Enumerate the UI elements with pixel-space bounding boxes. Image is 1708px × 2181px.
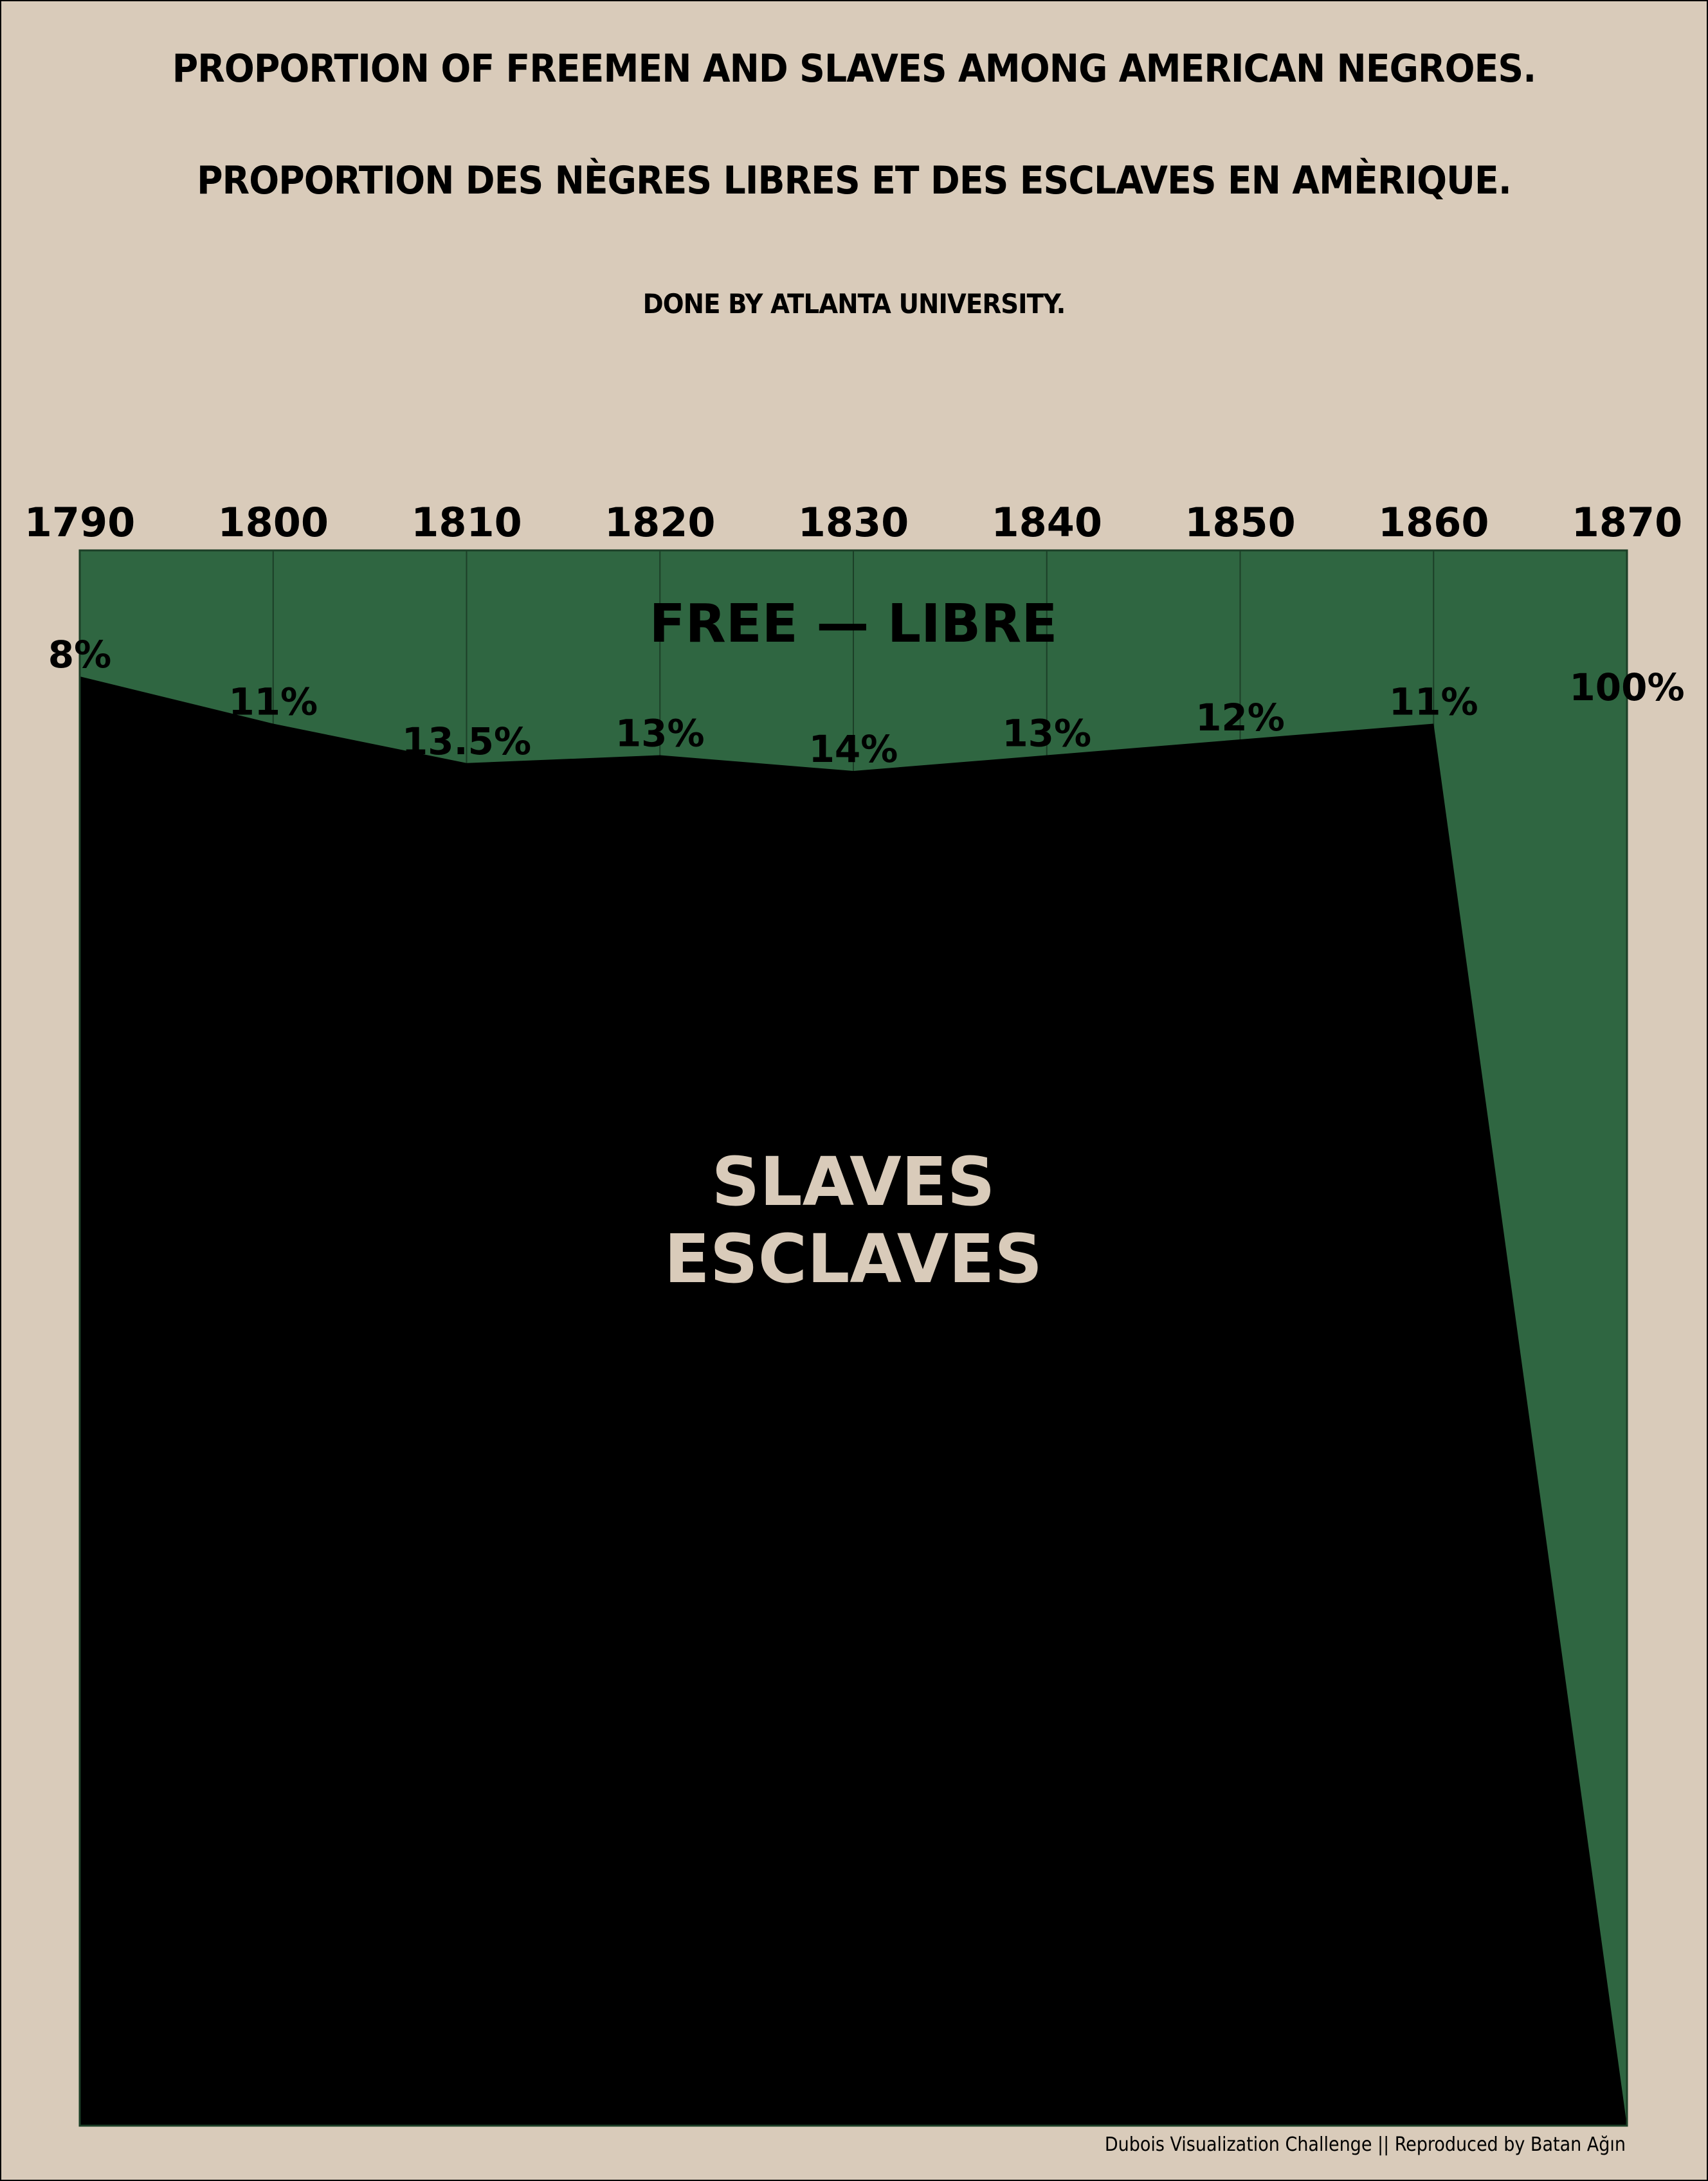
data-label-1790: 8% xyxy=(48,633,111,676)
tick-label-1810: 1810 xyxy=(411,499,522,546)
data-label-1830: 14% xyxy=(809,727,898,771)
tick-label-1860: 1860 xyxy=(1378,499,1489,546)
free-area-label: FREE — LIBRE xyxy=(650,593,1058,655)
slaves-area-label-line-2: ESCLAVES xyxy=(664,1220,1042,1298)
chart-subtitle: PROPORTION DES NÈGRES LIBRES ET DES ESCL… xyxy=(197,158,1512,203)
chart-byline: DONE BY ATLANTA UNIVERSITY. xyxy=(642,288,1066,320)
data-label-1860: 11% xyxy=(1389,680,1478,724)
data-label-1850: 12% xyxy=(1195,696,1285,739)
tick-label-1820: 1820 xyxy=(604,499,716,546)
data-label-1810: 13.5% xyxy=(402,719,531,763)
tick-label-1790: 1790 xyxy=(24,499,136,546)
plot-border xyxy=(78,549,1628,2127)
tick-label-1870: 1870 xyxy=(1572,499,1683,546)
data-label-1870: 100% xyxy=(1569,665,1684,709)
tick-label-1850: 1850 xyxy=(1185,499,1296,546)
chart-title: PROPORTION OF FREEMEN AND SLAVES AMONG A… xyxy=(172,46,1536,91)
tick-label-1830: 1830 xyxy=(798,499,909,546)
slaves-area xyxy=(80,676,1627,2126)
data-label-1820: 13% xyxy=(615,712,705,756)
tick-label-1800: 1800 xyxy=(217,499,329,546)
data-label-1840: 13% xyxy=(1002,712,1091,756)
tick-label-1840: 1840 xyxy=(991,499,1102,546)
data-label-1800: 11% xyxy=(228,680,318,724)
credit-text: Dubois Visualization Challenge || Reprod… xyxy=(1104,2133,1626,2156)
slaves-area-label-line-1: SLAVES xyxy=(711,1143,995,1221)
